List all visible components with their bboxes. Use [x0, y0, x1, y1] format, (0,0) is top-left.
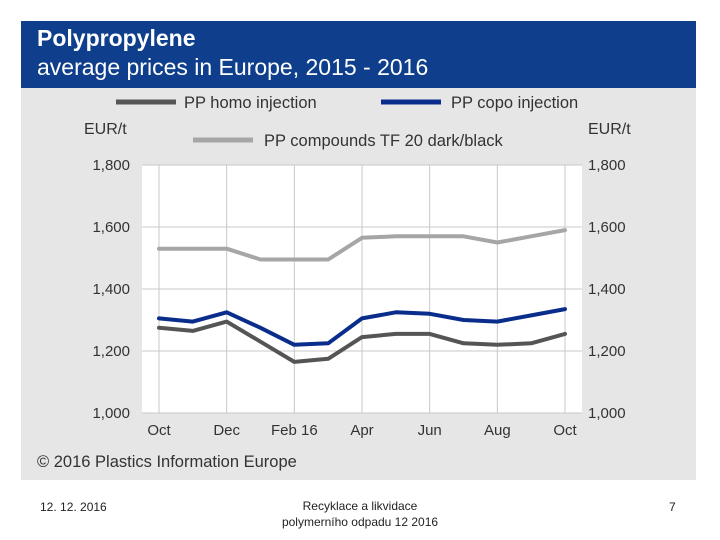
x-tick-label: Oct [553, 422, 577, 439]
y-tick-label-right: 1,600 [588, 219, 626, 236]
y-tick-labels: 1,000 1,000 1,200 1,200 1,400 1,400 1,600 1,600… [92, 157, 625, 422]
line-chart: PP homo injection PP copo injection PP c… [84, 94, 631, 439]
footer-title-line-2: polymerního odpadu 12 2016 [281, 515, 439, 529]
legend-label-pp-compounds: PP compounds TF 20 dark/black [264, 132, 504, 150]
x-tick-label: Oct [147, 422, 171, 439]
legend-label-pp-copo: PP copo injection [451, 94, 578, 112]
series-line [157, 319, 567, 364]
y-tick-label-left: 1,400 [92, 281, 130, 298]
x-tick-label: Apr [350, 422, 373, 439]
y-tick-label-right: 1,200 [588, 343, 626, 360]
y-axis-unit-left: EUR/t [84, 121, 127, 138]
chart-header: Polypropylene average prices in Europe, … [21, 21, 696, 88]
series-line [157, 228, 567, 262]
legend-label-pp-homo: PP homo injection [184, 94, 317, 112]
y-tick-label-left: 1,800 [92, 157, 130, 174]
y-tick-label-right: 1,400 [588, 281, 626, 298]
chart-figure: Polypropylene average prices in Europe, … [21, 21, 696, 480]
series-line [157, 307, 567, 347]
chart-title: Polypropylene [37, 25, 196, 51]
copyright-notice: © 2016 Plastics Information Europe [37, 453, 297, 471]
footer-title-line-1: Recyklace a likvidace [302, 499, 418, 513]
gridlines [142, 164, 582, 414]
page-number: 7 [669, 500, 676, 514]
footer-title: Recyklace a likvidace polymerního odpadu… [260, 498, 460, 530]
chart-subtitle: average prices in Europe, 2015 - 2016 [37, 54, 429, 80]
y-tick-label-left: 1,000 [92, 405, 130, 422]
footer-date: 12. 12. 2016 [40, 500, 107, 514]
series-lines [157, 228, 567, 364]
y-tick-label-left: 1,200 [92, 343, 130, 360]
x-tick-labels: Oct Dec Feb 16 Apr Jun Aug Oct [147, 422, 577, 439]
y-axis-unit-right: EUR/t [588, 121, 631, 138]
y-tick-label-left: 1,600 [92, 219, 130, 236]
x-tick-label: Jun [418, 422, 442, 439]
y-tick-label-right: 1,000 [588, 405, 626, 422]
x-tick-label: Feb 16 [271, 422, 318, 439]
x-tick-label: Dec [213, 422, 240, 439]
y-tick-label-right: 1,800 [588, 157, 626, 174]
legend: PP homo injection PP copo injection PP c… [116, 94, 578, 150]
x-tick-label: Aug [484, 422, 511, 439]
